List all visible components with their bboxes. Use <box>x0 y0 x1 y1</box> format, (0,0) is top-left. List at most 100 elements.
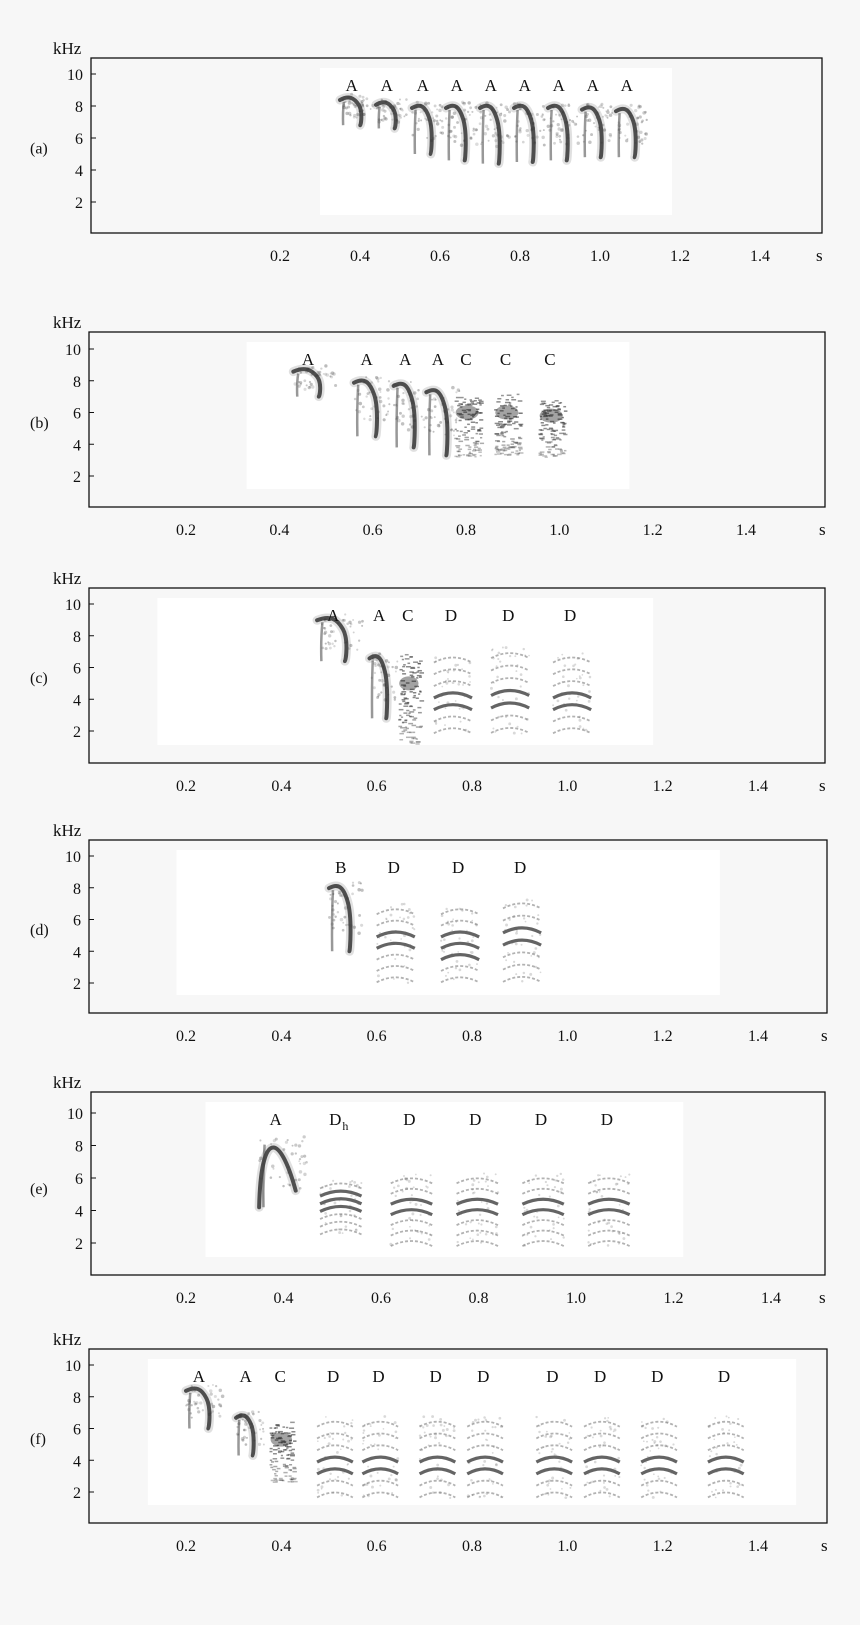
syllable-label: C <box>460 350 471 369</box>
syllable-label: C <box>544 350 555 369</box>
y-tick-label: 4 <box>73 1453 81 1470</box>
y-tick-label: 8 <box>73 374 81 391</box>
syllable-mark <box>587 1173 631 1247</box>
y-tick-label: 6 <box>73 1422 81 1439</box>
syllable-mark <box>441 100 479 165</box>
syllable-label: D <box>452 858 464 877</box>
sonogram-background <box>320 68 672 215</box>
syllable-mark <box>349 375 391 441</box>
plot-frame <box>90 57 823 234</box>
x-tick-label: 0.4 <box>350 248 370 265</box>
syllable-label: D <box>403 1110 415 1129</box>
x-tick-label: 0.2 <box>176 1290 196 1307</box>
x-tick-label: 1.0 <box>549 522 569 539</box>
y-tick-label: 10 <box>67 67 83 84</box>
syllable-label: C <box>500 350 511 369</box>
syllable-label: D <box>327 1367 339 1386</box>
x-tick-label: 0.2 <box>176 1538 196 1555</box>
x-tick-label: 1.0 <box>590 248 610 265</box>
syllable-label: A <box>269 1110 282 1129</box>
x-tick-label: 1.0 <box>557 1538 577 1555</box>
syllable-label: A <box>621 76 634 95</box>
x-axis-label: s <box>819 776 826 795</box>
syllable-label: A <box>381 76 394 95</box>
syllable-mark <box>454 396 485 458</box>
syllable-label: C <box>402 606 413 625</box>
y-tick-label: 8 <box>73 629 81 646</box>
y-tick-label: 4 <box>73 437 81 454</box>
x-tick-label: 0.6 <box>371 1290 391 1307</box>
x-axis-label: s <box>821 1536 828 1555</box>
x-tick-label: 0.6 <box>363 522 383 539</box>
syllable-mark <box>288 364 338 402</box>
syllable-mark <box>433 656 473 735</box>
syllable-mark <box>577 102 614 162</box>
y-tick-label: 6 <box>75 1171 83 1188</box>
syllable-mark <box>375 902 416 984</box>
syllable-label: D <box>502 606 514 625</box>
y-tick-label: 10 <box>65 849 81 866</box>
x-tick-label: 0.4 <box>269 522 289 539</box>
spectrogram-panel: kHz 2 4 6 8 10 (a) 0.2 0.4 0.6 0.8 1.0 1.2 1.4 s A A A A A A… <box>30 39 823 265</box>
syllable-label: D <box>469 1110 481 1129</box>
x-tick-label: 1.4 <box>748 778 768 795</box>
y-axis-label: kHz <box>53 1330 82 1349</box>
syllable-label: D <box>430 1367 442 1386</box>
syllable-mark <box>389 379 428 452</box>
syllable-label: D <box>718 1367 730 1386</box>
x-tick-label: 1.0 <box>557 778 577 795</box>
x-tick-label: 0.4 <box>271 1028 291 1045</box>
x-tick-label: 0.2 <box>270 248 290 265</box>
y-axis-label: kHz <box>53 1073 82 1092</box>
x-tick-label: 0.6 <box>367 778 387 795</box>
syllable-label: D <box>601 1110 613 1129</box>
syllable-mark <box>552 652 592 735</box>
y-tick-label: 10 <box>65 597 81 614</box>
sonogram-background <box>147 1359 797 1505</box>
x-tick-label: 0.2 <box>176 778 196 795</box>
syllable-label: A <box>240 1367 253 1386</box>
syllable-mark <box>490 646 530 735</box>
syllable-mark <box>640 1417 678 1499</box>
plot-frame <box>88 1348 828 1524</box>
syllable-label: B <box>335 858 346 877</box>
x-tick-label: 1.2 <box>653 1538 673 1555</box>
plot-frame <box>88 839 828 1014</box>
syllable-mark <box>231 1410 265 1460</box>
y-tick-label: 2 <box>73 976 81 993</box>
syllable-label: A <box>327 606 340 625</box>
panel-label: (d) <box>30 922 49 939</box>
syllable-mark <box>254 1135 308 1212</box>
syllable-label: A <box>346 76 359 95</box>
y-axis-label: kHz <box>53 821 82 840</box>
syllable-mark <box>319 1179 363 1236</box>
x-tick-label: 0.8 <box>510 248 530 265</box>
x-tick-label: 1.0 <box>566 1290 586 1307</box>
x-axis-label: s <box>819 520 826 539</box>
sonogram-background <box>157 598 654 745</box>
syllable-label: D <box>594 1367 606 1386</box>
syllable-label: A <box>302 350 315 369</box>
syllable-mark <box>543 101 580 165</box>
panel-label: (f) <box>30 1431 46 1448</box>
syllable-label: A <box>360 350 373 369</box>
x-tick-label: 1.2 <box>670 248 690 265</box>
y-axis-label: kHz <box>53 39 82 58</box>
x-tick-label: 0.8 <box>462 1028 482 1045</box>
syllable-label: A <box>587 76 600 95</box>
syllable-label: A <box>193 1367 206 1386</box>
syllable-mark <box>466 1416 504 1499</box>
syllable-label: D <box>477 1367 489 1386</box>
syllable-mark <box>509 101 546 167</box>
x-axis-label: s <box>819 1288 826 1307</box>
y-tick-label: 4 <box>75 1204 83 1221</box>
plot-frame <box>88 331 826 508</box>
x-tick-label: 1.4 <box>761 1290 781 1307</box>
y-tick-label: 2 <box>75 195 83 212</box>
syllable-label: A <box>399 350 412 369</box>
y-tick-label: 8 <box>73 881 81 898</box>
y-tick-label: 2 <box>73 469 81 486</box>
syllable-mark <box>389 1173 433 1247</box>
